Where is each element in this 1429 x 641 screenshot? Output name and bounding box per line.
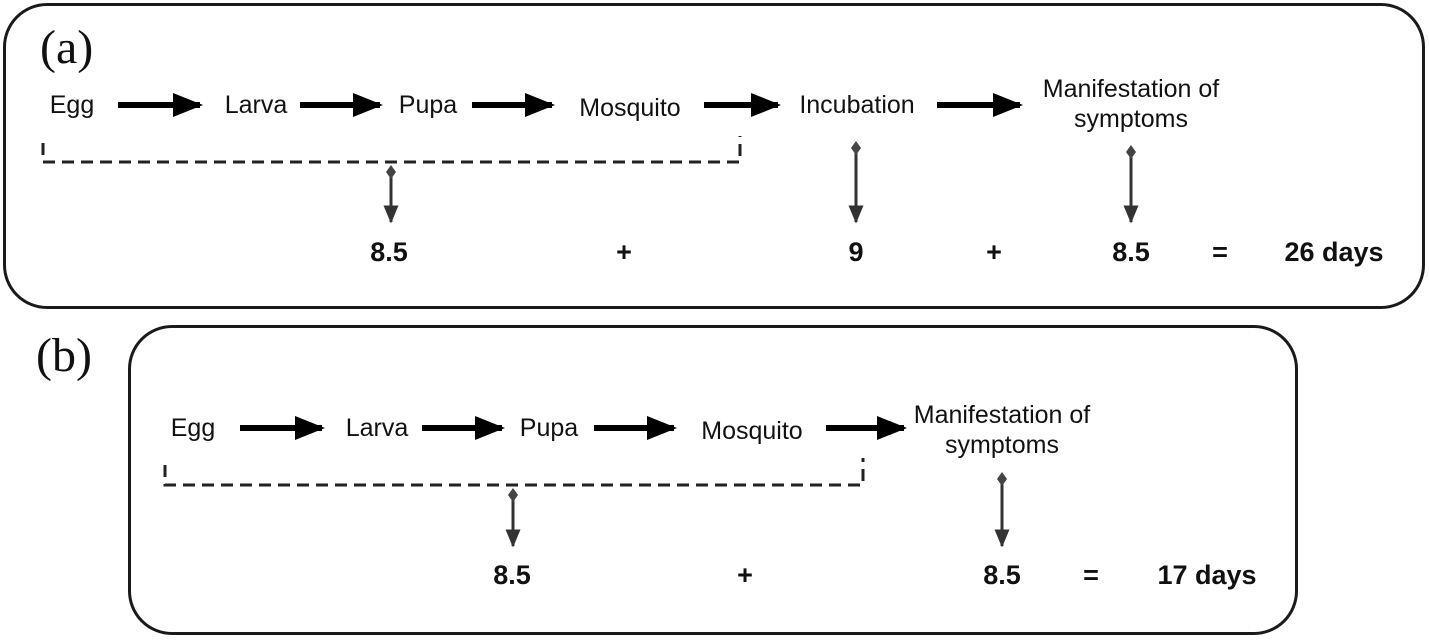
equals-sign-b: = xyxy=(1083,560,1099,590)
stage-manifestation-a: Manifestation of symptoms xyxy=(1042,75,1220,133)
stage-mosquito-a: Mosquito xyxy=(579,94,681,122)
pointer-tail-incubation-a xyxy=(851,141,861,155)
stage-egg-b: Egg xyxy=(170,414,216,442)
bracket-development-a xyxy=(41,136,742,164)
stage-mosquito-b: Mosquito xyxy=(701,417,803,445)
bracket-development-b xyxy=(163,458,865,487)
value-manifestation-b: 8.5 xyxy=(983,560,1021,590)
panel-a-frame xyxy=(3,3,1425,309)
value-manifestation-a: 8.5 xyxy=(1112,237,1150,267)
stage-incubation-a: Incubation xyxy=(799,91,915,119)
pointer-tail-development-b xyxy=(508,488,518,502)
plus-sign-b: + xyxy=(737,560,753,590)
total-b: 17 days xyxy=(1157,560,1257,590)
stage-pupa-b: Pupa xyxy=(519,414,579,442)
value-incubation-a: 9 xyxy=(848,237,864,267)
stage-larva-b: Larva xyxy=(345,414,409,442)
pointer-tail-development-a xyxy=(386,165,396,179)
equals-sign-a: = xyxy=(1212,237,1228,267)
pointer-tail-manifestation-b xyxy=(997,472,1007,486)
stage-pupa-a: Pupa xyxy=(398,91,458,119)
panel-b-frame xyxy=(128,325,1298,635)
pointer-tail-manifestation-a xyxy=(1126,145,1136,159)
plus-sign-a2: + xyxy=(986,237,1002,267)
stage-manifestation-b: Manifestation of symptoms xyxy=(913,401,1091,459)
stage-larva-a: Larva xyxy=(224,91,288,119)
panel-b-label: (b) xyxy=(36,329,92,382)
panel-a-label: (a) xyxy=(40,21,94,74)
value-development-b: 8.5 xyxy=(493,560,531,590)
value-development-a: 8.5 xyxy=(370,237,408,267)
plus-sign-a1: + xyxy=(616,237,632,267)
stage-egg-a: Egg xyxy=(49,91,95,119)
total-a: 26 days xyxy=(1284,237,1384,267)
